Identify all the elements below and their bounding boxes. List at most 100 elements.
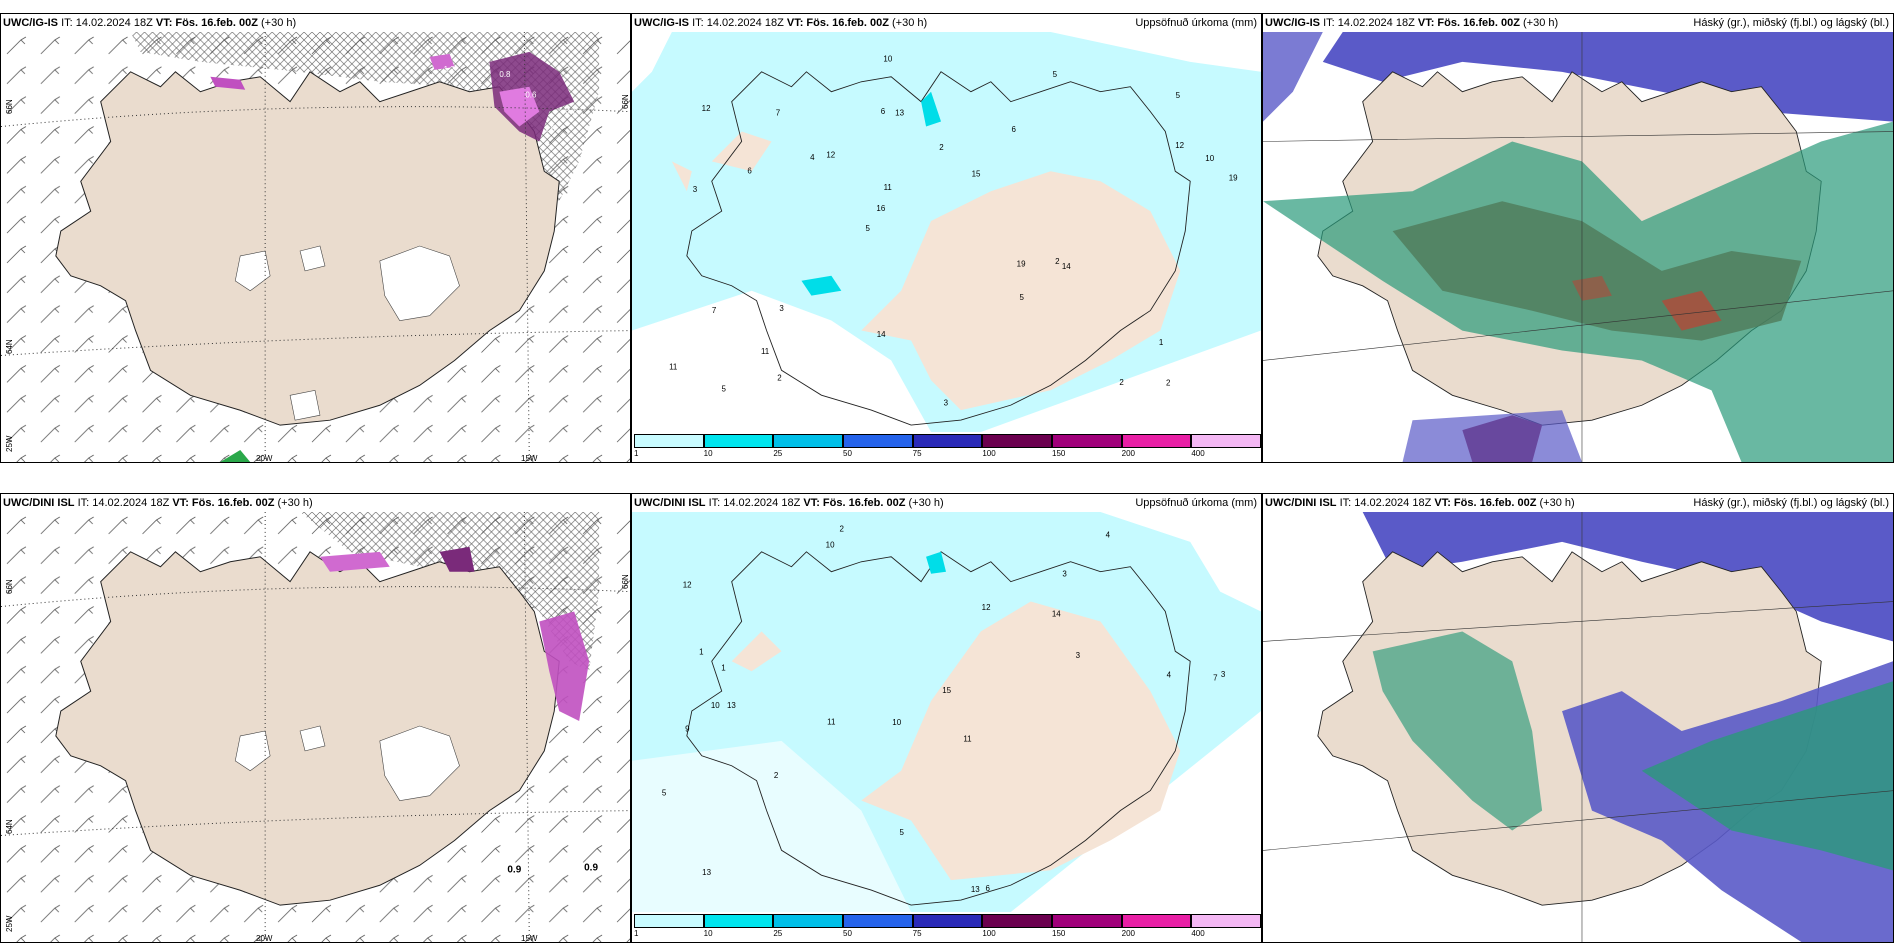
precip-value-label: 2 (840, 525, 845, 534)
colorbar-segment (634, 914, 704, 928)
colorbar-tick: 50 (843, 929, 852, 938)
precip-title: Uppsöfnuð úrkoma (mm) (1135, 497, 1257, 509)
wind-map-panel-top: UWC/IG-IS IT: 14.02.2024 18Z VT: Fös. 16… (0, 13, 631, 463)
panel-header: UWC/IG-IS IT: 14.02.2024 18Z VT: Fös. 16… (1265, 17, 1559, 29)
precip-map[interactable]: 2 3 7 10 11 13 12 14 9 12 15 13 10 11 13 6 5 4 3 2 1 10 3 4 5 1 (632, 512, 1261, 912)
colorbar-tick: 200 (1121, 449, 1136, 458)
colorbar-segment (1191, 914, 1261, 928)
precip-value-label: 10 (883, 55, 892, 64)
precip-title: Uppsöfnuð úrkoma (mm) (1135, 17, 1257, 29)
colorbar-tick: 200 (1121, 929, 1136, 938)
precip-value-label: 1 (721, 664, 726, 673)
precip-value-label: 7 (1213, 673, 1218, 682)
colorbar-tick: 150 (1052, 449, 1066, 458)
colorbar-segment (1052, 914, 1122, 928)
precip-value-label: 4 (1167, 671, 1172, 680)
precip-value-label: 2 (777, 374, 782, 383)
precip-value-label: 12 (826, 150, 835, 159)
precip-value-label: 11 (761, 347, 770, 356)
precip-map-panel-bottom: UWC/DINI ISL IT: 14.02.2024 18Z VT: Fös.… (631, 493, 1262, 943)
precip-value-label: 6 (881, 107, 886, 116)
precip-value-label: 3 (1076, 651, 1081, 660)
lat-label: 66N (5, 99, 14, 114)
precip-value-label: 10 (892, 718, 901, 727)
lat-label: 25W (5, 915, 14, 932)
cloud-map[interactable] (1263, 32, 1893, 462)
precip-value-label: 10 (711, 701, 720, 710)
precip-value-label: 9 (685, 725, 690, 734)
precip-value-label: 12 (982, 603, 991, 612)
precip-value-label: 3 (1062, 570, 1067, 579)
precip-value-label: 1 (699, 647, 704, 656)
cloud-title: Háský (gr.), miðský (fj.bl.) og lágský (… (1693, 17, 1889, 29)
wind-map-panel-bottom: UWC/DINI ISL IT: 14.02.2024 18Z VT: Fös.… (0, 493, 631, 943)
precip-value-label: 6 (747, 166, 752, 175)
precip-value-label: 16 (876, 204, 885, 213)
precip-value-label: 5 (865, 224, 870, 233)
colorbar: 1 10 25 50 75 100 150 200 400 (632, 432, 1261, 462)
precip-value-label: 13 (702, 868, 711, 877)
lat-label: 64N (5, 339, 14, 354)
precip-value-label: 5 (1176, 91, 1181, 100)
lon-label: 15W (521, 934, 538, 943)
colorbar-segment (773, 434, 843, 448)
colorbar-tick: 75 (912, 929, 922, 938)
precip-value-label: 11 (827, 718, 836, 727)
precip-map[interactable]: 2 3 5 5 6 5 6 2 7 12 11 11 13 15 14 12 10 19 19 12 16 14 11 7 5 3… (632, 32, 1261, 432)
precip-value-label: 13 (971, 885, 980, 894)
gust-label: 0.8 (499, 70, 511, 79)
cloud-map[interactable] (1263, 512, 1893, 942)
precip-value-label: 5 (900, 828, 905, 837)
precip-value-label: 13 (727, 701, 736, 710)
colorbar-tick: 25 (773, 449, 783, 458)
precip-value-label: 6 (1011, 125, 1016, 134)
panel-header: UWC/IG-IS IT: 14.02.2024 18Z VT: Fös. 16… (3, 17, 297, 29)
precip-value-label: 13 (895, 108, 904, 117)
lat-label: 66N (621, 94, 630, 109)
colorbar-tick: 1 (634, 929, 639, 938)
panel-header: UWC/DINI ISL IT: 14.02.2024 18Z VT: Fös.… (3, 497, 313, 509)
precip-value-label: 3 (693, 185, 698, 194)
colorbar-tick: 25 (773, 929, 783, 938)
panel-header: UWC/IG-IS IT: 14.02.2024 18Z VT: Fös. 16… (634, 17, 928, 29)
precip-value-label: 2 (1166, 379, 1171, 388)
colorbar-tick: 10 (703, 449, 713, 458)
precip-value-label: 4 (1106, 531, 1111, 540)
lon-label: 15W (521, 454, 538, 463)
colorbar-tick: 75 (912, 449, 922, 458)
colorbar-segment (1191, 434, 1261, 448)
colorbar-segment (1052, 434, 1122, 448)
colorbar: 1 10 25 50 75 100 150 200 400 (632, 912, 1261, 942)
colorbar-segment (843, 914, 913, 928)
colorbar-tick: 400 (1191, 449, 1205, 458)
precip-value-label: 14 (1052, 610, 1061, 619)
precip-value-label: 6 (985, 884, 990, 893)
precip-value-label: 7 (712, 306, 717, 315)
precip-value-label: 3 (779, 304, 784, 313)
precip-value-label: 12 (1175, 141, 1184, 150)
lon-label: 20W (256, 934, 273, 943)
lat-label: 64N (5, 819, 14, 834)
precip-value-label: 5 (662, 789, 667, 798)
precip-value-label: 11 (884, 183, 893, 192)
precip-value-label: 15 (972, 169, 981, 178)
precip-map-panel-top: UWC/IG-IS IT: 14.02.2024 18Z VT: Fös. 16… (631, 13, 1262, 463)
lat-label: 66N (5, 579, 14, 594)
gust-label: 1.2 (444, 65, 456, 74)
colorbar-segment (843, 434, 913, 448)
lat-label: 66N (621, 574, 630, 589)
colorbar-tick: 150 (1052, 929, 1066, 938)
lat-label: 25W (5, 435, 14, 452)
wind-map[interactable]: 0.6 0.7 1.5 1.2 0.8 (1, 32, 630, 462)
precip-value-label: 5 (722, 384, 727, 393)
wind-map[interactable]: 0.9 0.9 (1, 512, 630, 942)
gust-label: 0.9 (507, 864, 521, 875)
colorbar-segment (703, 914, 774, 928)
gust-label: 0.6 (525, 91, 537, 100)
precip-value-label: 3 (1221, 670, 1226, 679)
colorbar-segment (982, 914, 1052, 928)
gust-label: 0.9 (584, 862, 598, 873)
precip-value-label: 14 (877, 330, 886, 339)
colorbar-segment (703, 434, 774, 448)
precip-value-label: 19 (1017, 260, 1026, 269)
